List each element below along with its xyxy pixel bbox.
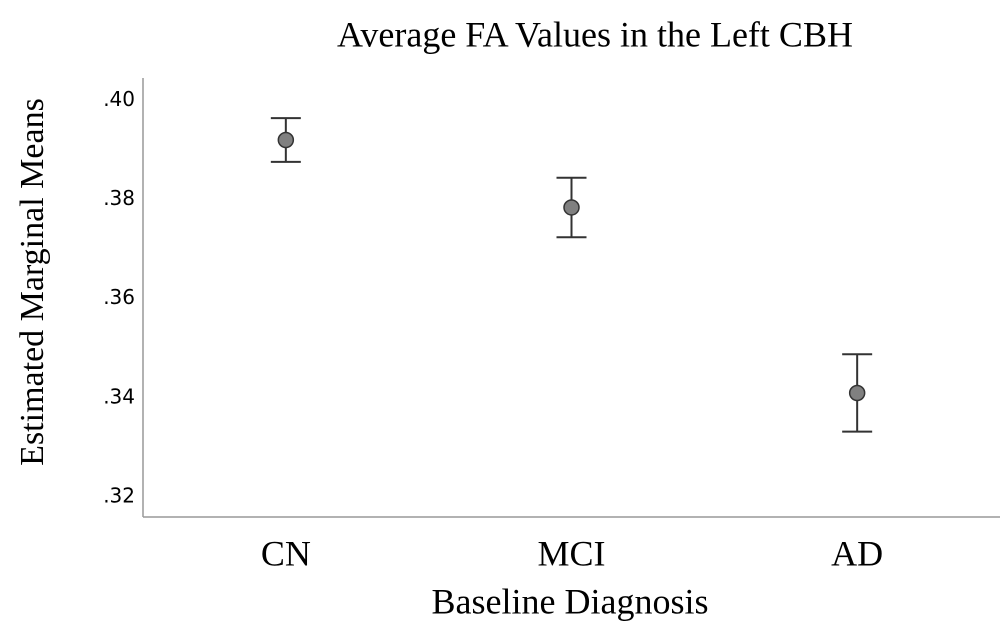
y-tick-label: .32 xyxy=(103,484,135,508)
point xyxy=(563,199,580,216)
y-tick-label: .34 xyxy=(103,384,135,408)
point xyxy=(277,131,295,149)
x-tick-label: CN xyxy=(261,533,311,573)
y-tick-label: .38 xyxy=(103,186,135,210)
point xyxy=(848,384,866,402)
chart-title: Average FA Values in the Left CBH xyxy=(337,14,853,54)
x-tick-label: MCI xyxy=(537,533,605,573)
x-axis-label: Baseline Diagnosis xyxy=(432,581,709,621)
x-tick-label: AD xyxy=(831,533,883,573)
y-tick-label: .36 xyxy=(103,285,135,309)
y-tick-label: .40 xyxy=(103,87,135,111)
y-axis-label: Estimated Marginal Means xyxy=(14,98,51,466)
